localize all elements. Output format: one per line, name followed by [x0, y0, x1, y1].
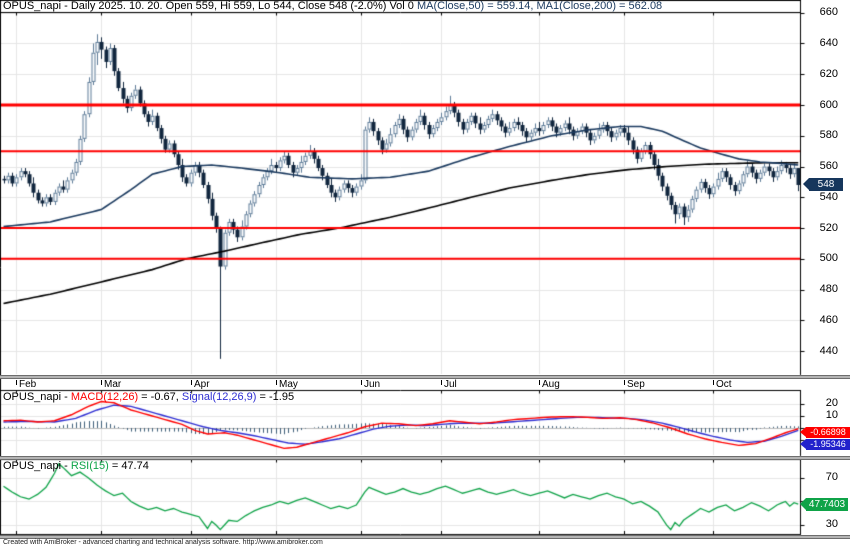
rsi-title-end: = 47.74: [108, 460, 149, 472]
macd-title-signal: Signal(12,26,9): [181, 391, 257, 403]
y-axis-label: 70: [825, 471, 838, 484]
last-price-tag: 548: [803, 178, 843, 191]
y-axis-label: 20: [825, 397, 838, 410]
y-axis-label: 600: [819, 98, 838, 111]
y-axis-label: 30: [825, 518, 838, 531]
y-axis-label: 620: [819, 67, 838, 80]
macd-title-macd: MACD(12,26): [70, 391, 139, 403]
panel-splitter[interactable]: [0, 535, 850, 539]
rsi-title-rsi: RSI(15): [70, 460, 109, 472]
month-label: Oct: [713, 380, 732, 390]
main-title-ohlc: OPUS_napi - Daily 2025. 10. 20. Open 559…: [3, 0, 417, 12]
rsi-value-tag: 47.7403: [800, 498, 848, 511]
month-label: Apr: [191, 380, 210, 390]
macd-panel-title: OPUS_napi - MACD(12,26) = -0.67, Signal(…: [3, 392, 294, 403]
y-axis-label: 640: [819, 36, 838, 49]
month-label: Aug: [539, 380, 560, 390]
signal-value-tag: -1.95346: [800, 439, 850, 450]
macd-value-tag: -0.66898: [800, 427, 850, 438]
macd-tag-arrow-icon: [800, 427, 806, 437]
rsi-tag-arrow-icon: [800, 498, 806, 510]
month-label: May: [276, 380, 298, 390]
month-label: Feb: [16, 380, 36, 390]
panel-splitter[interactable]: [0, 456, 850, 460]
y-axis-label: 520: [819, 221, 838, 234]
macd-title-mid: = -0.67,: [138, 391, 182, 403]
macd-title-end: = -1.95: [256, 391, 295, 403]
month-label: Mar: [101, 380, 121, 390]
panel-splitter[interactable]: [0, 375, 850, 379]
y-axis-label: 440: [819, 344, 838, 357]
signal-tag-arrow-icon: [800, 439, 806, 449]
price-tag-arrow-icon: [803, 178, 809, 190]
main-title-ma: MA(Close,50) = 559.14, MA1(Close,200) = …: [416, 0, 663, 12]
rsi-title-symbol: OPUS_napi -: [3, 460, 71, 472]
footer-credit: Created with AmiBroker - advanced charti…: [3, 539, 323, 546]
month-label: Jul: [441, 380, 457, 390]
month-label: Sep: [624, 380, 645, 390]
y-axis-label: 500: [819, 252, 838, 265]
y-axis-label: 540: [819, 190, 838, 203]
y-axis-label: 10: [825, 409, 838, 422]
signal-value: -1.95346: [810, 439, 846, 449]
month-label: Jun: [361, 380, 380, 390]
last-price-value: 548: [817, 179, 835, 190]
main-chart-title: OPUS_napi - Daily 2025. 10. 20. Open 559…: [3, 1, 662, 12]
y-axis-label: 580: [819, 129, 838, 142]
y-axis-label: 480: [819, 283, 838, 296]
y-axis-label: 660: [819, 6, 838, 19]
rsi-panel-title: OPUS_napi - RSI(15) = 47.74: [3, 461, 149, 472]
rsi-value: 47.7403: [808, 499, 846, 510]
y-axis-label: 560: [819, 160, 838, 173]
macd-value: -0.66898: [810, 427, 846, 437]
y-axis-label: 460: [819, 313, 838, 326]
macd-title-symbol: OPUS_napi -: [3, 391, 71, 403]
